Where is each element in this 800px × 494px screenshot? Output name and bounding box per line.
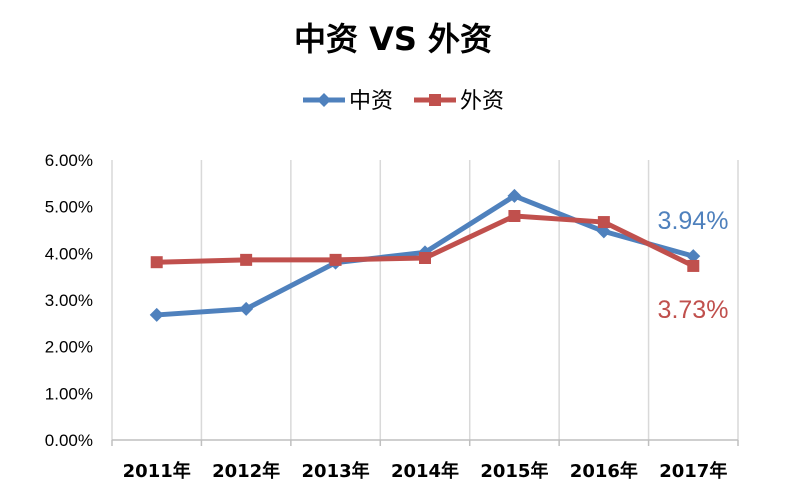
data-point (419, 252, 431, 264)
legend-label: 中资 (349, 89, 393, 114)
data-point (149, 307, 164, 322)
y-tick-label: 1.00% (45, 384, 93, 403)
data-point (507, 188, 522, 203)
x-tick-label: 2014年 (391, 460, 459, 482)
y-tick-label: 0.00% (45, 431, 93, 450)
x-tick-label: 2013年 (302, 460, 370, 482)
legend-label: 外资 (460, 89, 504, 114)
y-tick-label: 5.00% (45, 198, 93, 217)
x-tick-label: 2017年 (659, 460, 727, 482)
chart-title: 中资 VS 外资 (294, 20, 492, 58)
data-point (686, 249, 701, 264)
x-tick-label: 2016年 (570, 460, 638, 482)
legend-item: 中资 (303, 89, 393, 114)
grid (111, 160, 739, 440)
y-tick-label: 2.00% (45, 338, 93, 357)
data-point (240, 253, 253, 266)
series-waizi (150, 210, 700, 272)
y-tick-label: 4.00% (45, 244, 93, 263)
data-point (597, 216, 610, 229)
data-label: 3.73% (658, 296, 729, 324)
data-point (239, 301, 254, 316)
data-label: 3.94% (658, 207, 729, 235)
data-point (317, 93, 331, 107)
series-group (149, 188, 701, 322)
data-point (329, 253, 342, 266)
x-axis-labels: 2011年 2012年 2013年 2014年 2015年 2016年 2017年 (123, 460, 728, 482)
data-point (687, 259, 700, 272)
y-tick-label: 3.00% (45, 291, 93, 310)
x-tick-label: 2015年 (480, 460, 548, 482)
y-axis: 0.00% 1.00% 2.00% 3.00% 4.00% 5.00% 6.00% (45, 151, 93, 450)
x-tick-label: 2012年 (212, 460, 280, 482)
y-tick-label: 6.00% (45, 151, 93, 170)
data-point (508, 210, 521, 222)
legend: 中资 外资 (303, 89, 504, 114)
x-tick-label: 2011年 (123, 460, 191, 482)
data-point (429, 94, 441, 106)
annotations: 3.94% 3.73% (658, 207, 729, 324)
data-point (150, 256, 163, 269)
x-axis (111, 439, 739, 446)
legend-item: 外资 (414, 89, 504, 114)
